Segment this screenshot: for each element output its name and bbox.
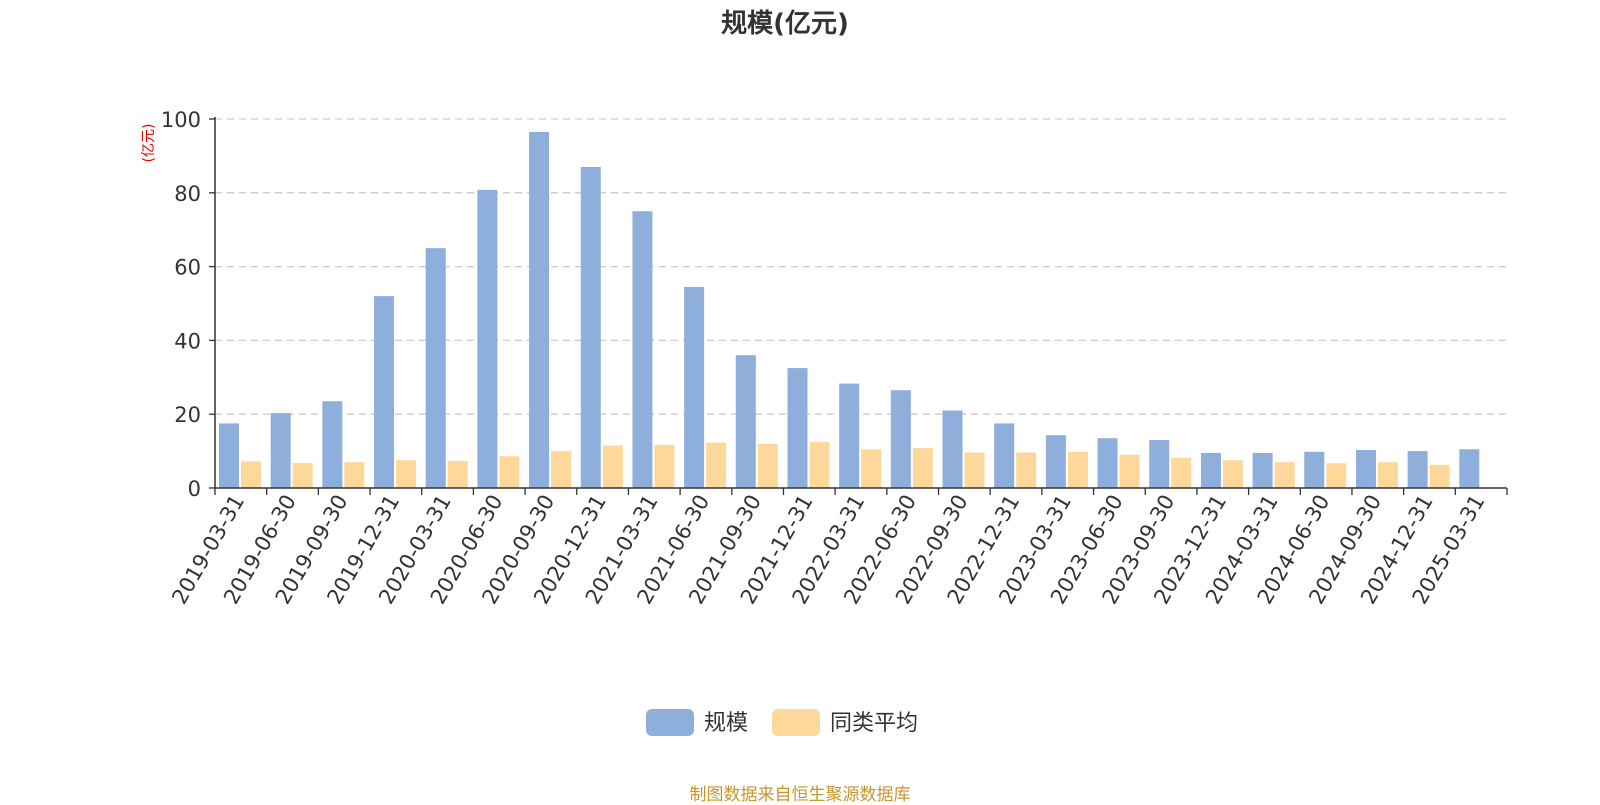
bar-scale	[942, 410, 963, 488]
bar-scale	[477, 189, 498, 488]
bar-scale	[839, 383, 860, 488]
bar-scale	[322, 401, 343, 488]
bar-scale	[374, 296, 395, 488]
grid-lines	[215, 118, 1507, 415]
bar-scale	[735, 355, 756, 488]
legend-swatch	[646, 709, 694, 736]
bar-scale	[1149, 440, 1170, 488]
bar-peer-average	[706, 442, 727, 488]
legend-label: 规模	[704, 711, 748, 736]
bar-peer-average	[1429, 464, 1450, 488]
bar-peer-average	[1067, 451, 1088, 488]
bar-scale	[890, 390, 911, 488]
bar-scale	[580, 166, 601, 488]
bar-scale	[219, 423, 239, 488]
y-tick-label: 60	[174, 256, 201, 280]
legend: 规模 同类平均	[646, 709, 918, 736]
bar-scale	[1045, 435, 1066, 488]
bar-peer-average	[1326, 463, 1347, 488]
bar-scale	[994, 423, 1015, 488]
bar-scale	[1355, 449, 1376, 488]
bar-peer-average	[1016, 452, 1037, 488]
bar-scale	[529, 131, 550, 489]
bar-peer-average	[292, 462, 313, 488]
bar-peer-average	[861, 449, 882, 488]
bar-scale	[1200, 452, 1221, 488]
bar-peer-average	[654, 444, 675, 488]
chart-title: 规模(亿元)	[721, 9, 849, 39]
bars-group	[219, 131, 1480, 489]
legend-label: 同类平均	[830, 711, 918, 736]
bar-peer-average	[396, 460, 417, 488]
bar-scale	[1252, 452, 1273, 488]
axes	[214, 117, 1507, 489]
bar-peer-average	[1222, 460, 1243, 488]
bar-scale	[1459, 449, 1480, 488]
y-tick-label: 80	[174, 182, 201, 206]
bar-peer-average	[757, 443, 778, 488]
bar-scale	[787, 368, 808, 488]
x-axis-ticks: 2019-03-312019-06-302019-09-302019-12-31…	[167, 488, 1508, 608]
source-note: 制图数据来自恒生聚源数据库	[689, 785, 911, 805]
bar-peer-average	[344, 462, 365, 488]
bar-scale	[632, 211, 653, 488]
bar-peer-average	[1377, 462, 1398, 488]
bar-scale	[1407, 451, 1428, 488]
bar-peer-average	[1119, 454, 1140, 488]
bar-peer-average	[241, 461, 261, 488]
bar-peer-average	[809, 441, 830, 488]
bar-peer-average	[602, 445, 623, 488]
legend-swatch	[772, 709, 820, 736]
bar-scale	[1097, 438, 1118, 488]
bar-scale	[684, 286, 705, 488]
y-tick-label: 100	[161, 108, 201, 132]
y-tick-label: 20	[174, 403, 201, 427]
y-axis-unit-label: (亿元)	[141, 124, 157, 163]
bar-scale	[270, 413, 291, 488]
bar-peer-average	[447, 461, 468, 488]
bar-peer-average	[499, 456, 520, 488]
bar-peer-average	[912, 448, 933, 488]
bar-scale	[425, 248, 446, 488]
y-tick-label: 0	[188, 477, 201, 501]
bar-peer-average	[1274, 462, 1295, 488]
bar-scale	[1304, 451, 1325, 488]
y-tick-label: 40	[174, 329, 201, 353]
y-axis-ticks: 0 20 40 60 80 100	[161, 108, 215, 501]
bar-peer-average	[964, 452, 985, 488]
bar-peer-average	[1171, 457, 1192, 488]
bar-peer-average	[551, 451, 572, 488]
